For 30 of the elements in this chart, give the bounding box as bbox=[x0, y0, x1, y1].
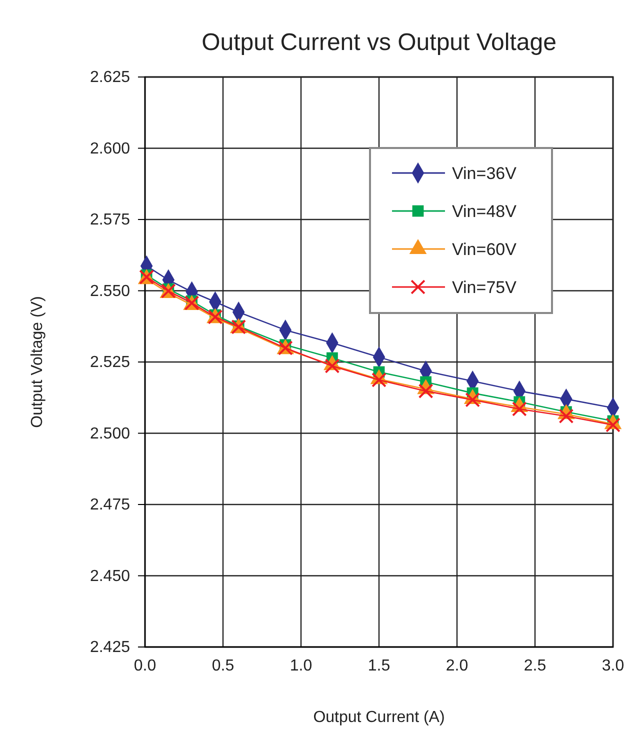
y-tick-label: 2.525 bbox=[90, 354, 130, 372]
x-tick-label: 2.0 bbox=[446, 657, 468, 674]
y-tick-label: 2.475 bbox=[90, 496, 130, 514]
point bbox=[465, 392, 480, 408]
point bbox=[512, 402, 527, 416]
legend-label: Vin=36V bbox=[452, 164, 518, 183]
y-tick-label: 2.550 bbox=[90, 282, 130, 300]
y-tick-label: 2.425 bbox=[90, 639, 130, 656]
x-tick-label: 1.0 bbox=[290, 657, 312, 674]
y-tick-label: 2.600 bbox=[90, 140, 130, 158]
y-tick-label: 2.575 bbox=[90, 212, 130, 229]
x-tick-label: 0.5 bbox=[212, 657, 234, 674]
y-axis-title: Output Voltage (V) bbox=[29, 296, 46, 428]
x-tick-label: 1.5 bbox=[368, 657, 390, 674]
point bbox=[324, 358, 340, 374]
chart-title: Output Current vs Output Voltage bbox=[202, 29, 556, 56]
x-tick-label: 2.5 bbox=[524, 657, 546, 674]
legend-label: Vin=75V bbox=[452, 278, 518, 297]
y-tick-label: 2.500 bbox=[90, 425, 130, 442]
point bbox=[418, 384, 434, 399]
legend-label: Vin=60V bbox=[452, 240, 518, 259]
point bbox=[606, 418, 620, 432]
y-tick-label: 2.625 bbox=[90, 69, 130, 86]
x-tick-label: 3.0 bbox=[602, 657, 624, 674]
x-tick-label: 0.0 bbox=[134, 657, 156, 674]
point bbox=[558, 408, 574, 424]
y-tick-label: 2.450 bbox=[90, 568, 130, 585]
legend-label: Vin=48V bbox=[452, 202, 518, 221]
point bbox=[372, 372, 386, 388]
x-axis-title: Output Current (A) bbox=[313, 709, 445, 726]
